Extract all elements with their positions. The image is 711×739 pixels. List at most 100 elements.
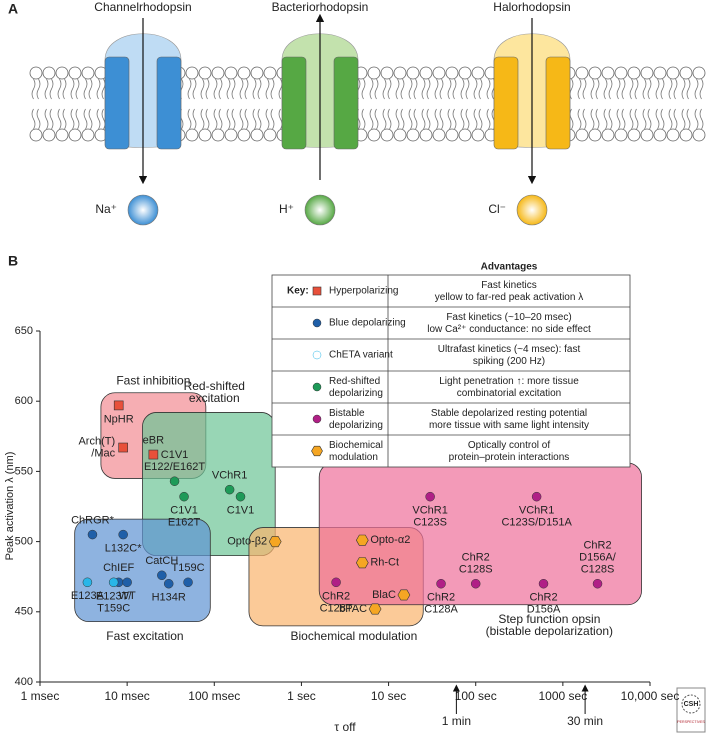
lipid-tail [452, 78, 457, 100]
lipid-head [42, 128, 56, 142]
lipid-tail [31, 108, 36, 130]
lipid-tail [62, 108, 67, 130]
annotation: 1 min [442, 714, 471, 728]
data-point [531, 491, 542, 502]
protein-name: Bacteriorhodopsin [272, 0, 369, 14]
point-label: Rh-Ct [370, 557, 399, 569]
key-advantage: Stable depolarized resting potential more… [429, 408, 589, 431]
protein-name: Halorhodopsin [493, 0, 570, 14]
point-label: WT [119, 590, 136, 602]
legend-label: Bistable depolarizing [329, 408, 383, 431]
protein-helix [493, 56, 519, 150]
legend-marker [311, 445, 323, 457]
lipid-head [237, 66, 251, 80]
lipid-tail [408, 78, 413, 100]
lipid-head [185, 128, 199, 142]
lipid-head [81, 128, 95, 142]
point-label: ChR2 C128T [320, 590, 353, 614]
point-label: E123A [71, 590, 105, 602]
lipid-head [419, 66, 433, 80]
lipid-head [42, 66, 56, 80]
lipid-tail [75, 78, 80, 100]
point-label: H134R [152, 592, 186, 604]
y-tick-label: 400 [15, 676, 33, 688]
lipid-head [263, 66, 277, 80]
lipid-tail [361, 78, 366, 100]
lipid-tail [239, 78, 244, 100]
lipid-tail [647, 78, 652, 100]
legend-label: Blue depolarizing [329, 318, 406, 329]
y-tick-label: 550 [15, 465, 33, 477]
lipid-tail [57, 78, 62, 100]
lipid-tail [361, 108, 366, 130]
lipid-head [679, 66, 693, 80]
lipid-head [185, 66, 199, 80]
y-tick-label: 500 [15, 536, 33, 548]
lipid-head [471, 128, 485, 142]
lipid-tail [426, 78, 431, 100]
lipid-head [432, 66, 446, 80]
protein-helix [333, 56, 359, 150]
lipid-tail [577, 108, 582, 130]
lipid-tail [603, 78, 608, 100]
lipid-tail [621, 108, 626, 130]
lipid-head [666, 128, 680, 142]
logo-box [676, 687, 706, 733]
lipid-tail [83, 108, 88, 130]
point-label: ChR2 C128A [424, 592, 458, 616]
key-label: Key: [287, 286, 309, 297]
data-point [355, 557, 369, 569]
lipid-head [380, 66, 394, 80]
lipid-tail [101, 78, 106, 100]
protein-name: Channelrhodopsin [94, 0, 191, 14]
lipid-tail [395, 108, 400, 130]
lipid-head [29, 128, 43, 142]
region-label: Biochemical modulation [291, 629, 418, 643]
lipid-tail [265, 78, 270, 100]
lipid-head [367, 128, 381, 142]
lipid-head [211, 66, 225, 80]
lipid-head [458, 66, 472, 80]
lipid-tail [447, 78, 452, 100]
point-label: ChR2 C128S [459, 552, 493, 576]
data-point [122, 577, 132, 588]
lipid-tail [96, 78, 101, 100]
lipid-head [653, 66, 667, 80]
lipid-tail [244, 78, 249, 100]
lipid-tail [486, 78, 491, 100]
y-tick-label: 600 [15, 395, 33, 407]
data-point [538, 578, 549, 589]
lipid-tail [478, 108, 483, 130]
point-label: Opto-α2 [370, 534, 410, 546]
lipid-tail [257, 108, 262, 130]
y-tick-label: 650 [15, 325, 33, 337]
panel-label: B [8, 253, 18, 269]
point-label: VChR1 [212, 470, 247, 482]
lipid-tail [473, 78, 478, 100]
lipid-head [627, 66, 641, 80]
lipid-tail [434, 108, 439, 130]
lipid-tail [647, 108, 652, 130]
lipid-tail [278, 78, 283, 100]
lipid-tail [231, 108, 236, 130]
lipid-tail [447, 108, 452, 130]
lipid-tail [192, 78, 197, 100]
lipid-head [406, 66, 420, 80]
data-point [355, 534, 369, 546]
data-point [157, 570, 167, 581]
lipid-head [627, 128, 641, 142]
data-point [268, 536, 282, 548]
ion-label: H⁺ [279, 202, 294, 216]
key-header: Advantages [481, 262, 538, 273]
region [74, 518, 211, 623]
lipid-head [458, 128, 472, 142]
lipid-head [588, 66, 602, 80]
data-point [397, 589, 411, 601]
lipid-tail [582, 108, 587, 130]
region-label: Fast inhibition [116, 374, 190, 388]
lipid-tail [634, 108, 639, 130]
lipid-tail [642, 78, 647, 100]
lipid-tail [452, 108, 457, 130]
lipid-head [68, 66, 82, 80]
